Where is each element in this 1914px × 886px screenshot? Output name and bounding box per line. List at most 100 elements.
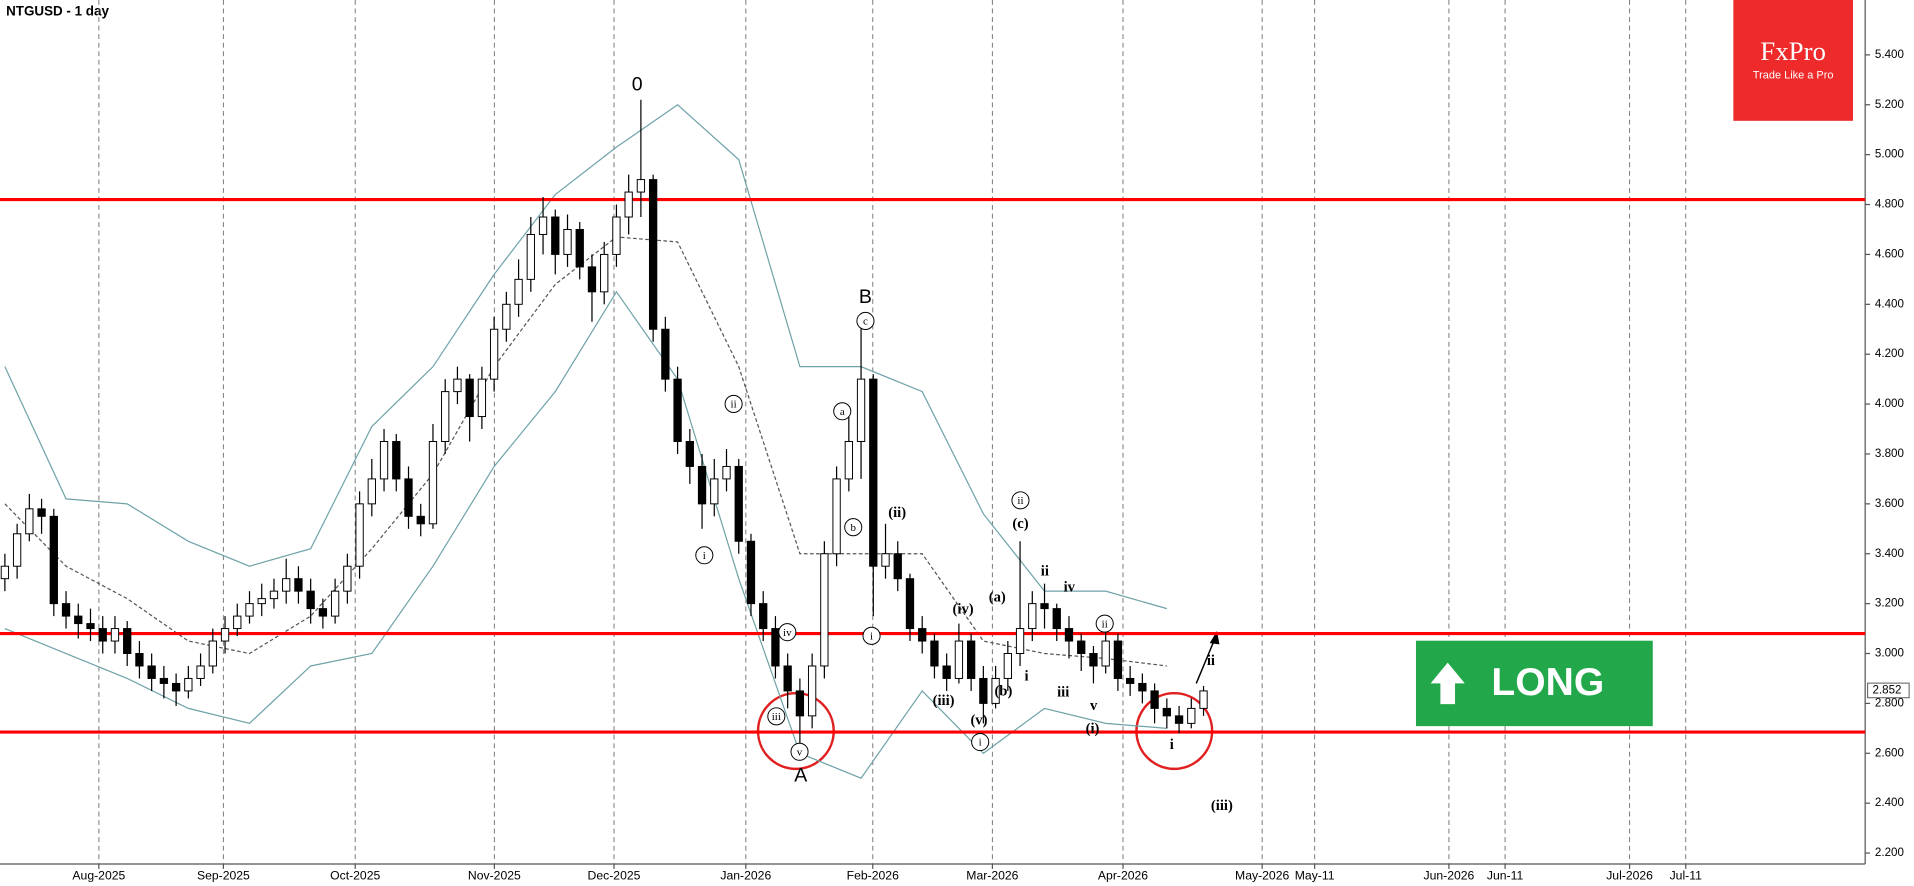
candle-body [465, 378, 474, 418]
wave-label: i [1170, 737, 1174, 753]
y-tick-label: 5.400 [1875, 49, 1904, 61]
candle-body [1028, 603, 1037, 630]
candle-body [918, 628, 927, 642]
wave-label: iii [772, 711, 781, 723]
candle-body [1199, 690, 1208, 709]
candle-body [74, 615, 83, 625]
candle-body [587, 266, 597, 293]
wave-label: A [794, 764, 807, 786]
candle-body [12, 533, 22, 567]
wave-label: (i) [1086, 721, 1100, 737]
candle-body [392, 441, 401, 480]
candle-body [930, 640, 939, 667]
candle-body [233, 615, 242, 630]
candle-body [25, 508, 34, 535]
projection-arrow [1195, 639, 1216, 684]
candle-body [379, 441, 389, 480]
candle-body [551, 216, 560, 255]
wave-label: v [1090, 698, 1098, 714]
candle-body [893, 553, 902, 580]
wave-label: v [797, 746, 803, 758]
wave-label-circle [1011, 491, 1030, 510]
signal-text: LONG [1491, 661, 1604, 704]
wave-label-circle [833, 402, 852, 421]
candle-body [0, 565, 10, 580]
x-tick-label: Aug-2025 [72, 868, 125, 882]
candle-body [171, 682, 181, 692]
candle-body [600, 253, 609, 293]
candle-body [330, 590, 340, 617]
candle-body [710, 478, 719, 505]
candle-body [734, 465, 743, 542]
y-tick-label: 4.400 [1875, 298, 1904, 310]
candle-body [563, 228, 572, 255]
bollinger-upper [4, 103, 1167, 610]
wave-label: B [859, 286, 872, 308]
candle-body [844, 441, 853, 480]
wave-label: iv [1064, 580, 1076, 596]
candle-body [942, 665, 951, 679]
wave-label: ii [1207, 653, 1215, 669]
wave-label: 0 [632, 74, 643, 96]
x-tick-label: Dec-2025 [588, 868, 641, 882]
logo-box [1733, 0, 1853, 121]
candle-body [881, 553, 890, 567]
wave-label-circle [1095, 614, 1114, 633]
candle-body [1187, 707, 1196, 724]
candle-body [269, 590, 279, 600]
candle-body [1138, 682, 1147, 692]
x-tick-label: Jun-2026 [1424, 868, 1475, 882]
wave-label-circle [724, 394, 743, 413]
candle-body [526, 233, 535, 280]
candle-body [257, 598, 266, 605]
wave-label-circle [971, 732, 990, 752]
x-tick-label: Jun-11 [1487, 868, 1524, 882]
candle-body [294, 578, 303, 592]
candle-body [37, 508, 46, 517]
wave-label: i [979, 737, 982, 749]
wave-label-circle [778, 623, 797, 642]
candle-body [661, 328, 670, 380]
candle-body [820, 553, 829, 667]
candle-body [1113, 640, 1123, 679]
x-tick-label: Jan-2026 [720, 868, 771, 882]
candle-body [697, 465, 707, 505]
candle-body [1162, 707, 1171, 717]
wave-label: i [703, 550, 706, 562]
candle-body [905, 578, 915, 630]
candle-body [282, 578, 291, 592]
candle-body [220, 628, 230, 642]
wave-label: c [863, 316, 868, 328]
x-tick-label: Sep-2025 [197, 868, 250, 882]
wave-label: (v) [970, 713, 987, 729]
candle-body [1089, 653, 1098, 667]
last-price-box [1867, 682, 1910, 699]
candle-body [783, 665, 792, 692]
y-tick-label: 3.800 [1875, 448, 1904, 460]
candle-body [343, 565, 352, 592]
candle-body [1101, 640, 1110, 667]
candle-body [856, 378, 866, 442]
candle-body [306, 590, 315, 610]
y-tick-label: 4.200 [1875, 348, 1904, 360]
x-tick-label: Mar-2026 [966, 868, 1018, 882]
candle-body [954, 640, 964, 679]
x-tick-label: Apr-2026 [1098, 868, 1148, 882]
x-tick-label: Oct-2025 [330, 868, 380, 882]
wave-label: i [870, 631, 873, 643]
wave-label-circle [767, 707, 786, 726]
wave-label-circle [695, 546, 714, 565]
y-tick-label: 4.000 [1875, 398, 1904, 410]
wave-label: iii [1057, 685, 1069, 701]
x-tick-label: Feb-2026 [847, 868, 899, 882]
candle-body [1150, 690, 1159, 709]
wave-label: ii [1041, 564, 1049, 580]
candle-body [514, 278, 523, 305]
candle-body [869, 378, 878, 567]
x-tick-label: May-11 [1295, 868, 1335, 882]
wave-label-circle [790, 742, 809, 761]
candle-body [966, 640, 976, 679]
candle-body [685, 441, 694, 467]
